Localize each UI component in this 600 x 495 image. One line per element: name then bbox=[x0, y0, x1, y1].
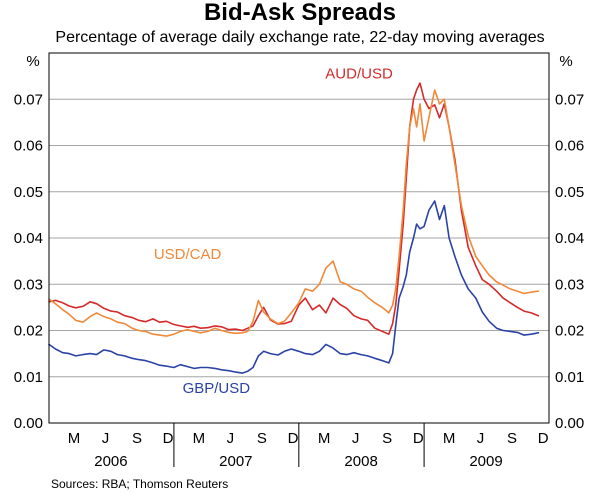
x-tick-label: J bbox=[352, 430, 360, 447]
x-tick-label: J bbox=[102, 430, 110, 447]
x-tick-label: S bbox=[257, 430, 267, 447]
y-tick-label-right: 0.02 bbox=[555, 323, 584, 340]
x-tick-label: D bbox=[288, 430, 299, 447]
series-label-gbp-usd: GBP/USD bbox=[183, 380, 251, 397]
x-tick-label: M bbox=[193, 430, 206, 447]
x-tick-label: S bbox=[507, 430, 517, 447]
series-labels: AUD/USD USD/CAD GBP/USD bbox=[154, 65, 393, 397]
x-tick-label: J bbox=[227, 430, 235, 447]
series-line-aud-usd bbox=[48, 82, 540, 336]
y-tick-label-right: 0.06 bbox=[555, 138, 584, 155]
year-label: 2008 bbox=[344, 453, 377, 470]
y-tick-label-left: 0.05 bbox=[14, 184, 43, 201]
year-label: 2006 bbox=[94, 453, 127, 470]
x-tick-label: D bbox=[413, 430, 424, 447]
y-tick-label-left: 0.07 bbox=[14, 91, 43, 108]
source-note: Sources: RBA; Thomson Reuters bbox=[51, 477, 228, 491]
y-tick-label-left: 0.06 bbox=[14, 138, 43, 155]
y-tick-label-right: 0.03 bbox=[555, 276, 584, 293]
y-tick-label-right: 0.00 bbox=[555, 415, 584, 432]
y-tick-label-left: 0.02 bbox=[14, 323, 43, 340]
series-label-aud-usd: AUD/USD bbox=[325, 65, 393, 82]
series-label-usd-cad: USD/CAD bbox=[154, 246, 222, 263]
gridlines bbox=[49, 98, 549, 378]
axes: 0.00 0.00 0.01 0.01 0.02 0.02 0.03 0.03 0.04 0.04… bbox=[14, 91, 584, 470]
y-tick-label-left: 0.04 bbox=[14, 230, 43, 247]
left-unit-label: % bbox=[26, 53, 39, 70]
x-tick-label: M bbox=[443, 430, 456, 447]
x-tick-label: M bbox=[318, 430, 331, 447]
year-label: 2009 bbox=[469, 453, 502, 470]
y-tick-label-right: 0.01 bbox=[555, 369, 584, 386]
series-line-gbp-usd bbox=[48, 200, 540, 374]
y-tick-label-left: 0.01 bbox=[14, 369, 43, 386]
year-label: 2007 bbox=[219, 453, 252, 470]
series-line-usd-cad bbox=[48, 89, 540, 337]
y-tick-label-right: 0.05 bbox=[555, 184, 584, 201]
x-tick-label: D bbox=[538, 430, 549, 447]
chart-subtitle: Percentage of average daily exchange rat… bbox=[55, 29, 544, 46]
chart-title: Bid-Ask Spreads bbox=[204, 0, 396, 26]
y-tick-label-left: 0.00 bbox=[14, 415, 43, 432]
y-tick-label-right: 0.04 bbox=[555, 230, 584, 247]
x-tick-label: S bbox=[132, 430, 142, 447]
x-tick-label: M bbox=[68, 430, 81, 447]
y-tick-label-right: 0.07 bbox=[555, 91, 584, 108]
y-tick-label-left: 0.03 bbox=[14, 276, 43, 293]
plot-frame bbox=[48, 52, 550, 424]
x-tick-label: J bbox=[477, 430, 485, 447]
x-tick-label: D bbox=[163, 430, 174, 447]
x-tick-label: S bbox=[382, 430, 392, 447]
series-lines bbox=[48, 82, 540, 374]
right-unit-label: % bbox=[559, 53, 572, 70]
